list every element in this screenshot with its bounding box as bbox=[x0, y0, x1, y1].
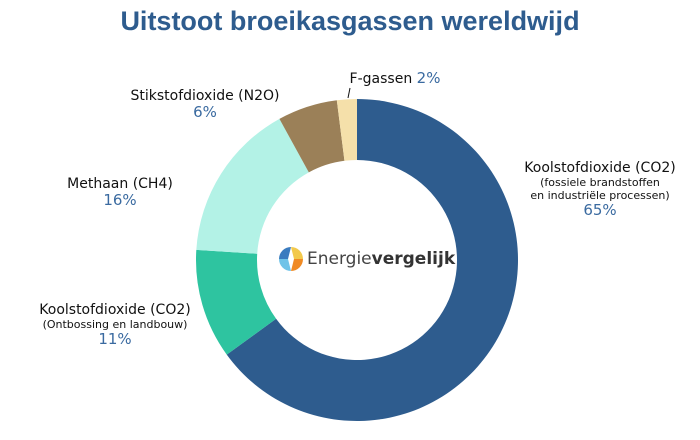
energievergelijk-logo: Energie vergelijk bbox=[278, 246, 455, 272]
label-fgas: F-gassen 2% bbox=[349, 69, 441, 87]
logo-text-2: vergelijk bbox=[371, 249, 456, 269]
logo-text-1: Energie bbox=[307, 249, 372, 269]
logo-icon bbox=[279, 247, 303, 271]
label-ch4: Methaan (CH4) 16% bbox=[67, 176, 173, 209]
slice-0 bbox=[226, 99, 518, 421]
label-co2-fossil: Koolstofdioxide (CO2) (fossiele brandsto… bbox=[524, 160, 676, 219]
chart-title: Uitstoot broeikasgassen wereldwijd bbox=[120, 6, 580, 36]
slice-3 bbox=[279, 100, 345, 173]
slice-2 bbox=[196, 118, 309, 254]
label-co2-land: Koolstofdioxide (CO2) (Ontbossing en lan… bbox=[39, 302, 191, 348]
slice-4 bbox=[336, 99, 357, 161]
label-n2o: Stikstofdioxide (N2O) 6% bbox=[130, 88, 280, 121]
fgas-leader-line bbox=[347, 87, 351, 99]
slice-1 bbox=[196, 249, 277, 355]
